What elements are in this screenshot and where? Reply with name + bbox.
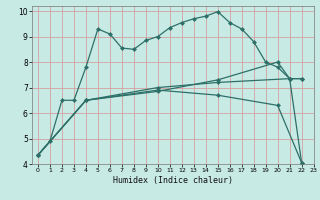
X-axis label: Humidex (Indice chaleur): Humidex (Indice chaleur) xyxy=(113,176,233,185)
